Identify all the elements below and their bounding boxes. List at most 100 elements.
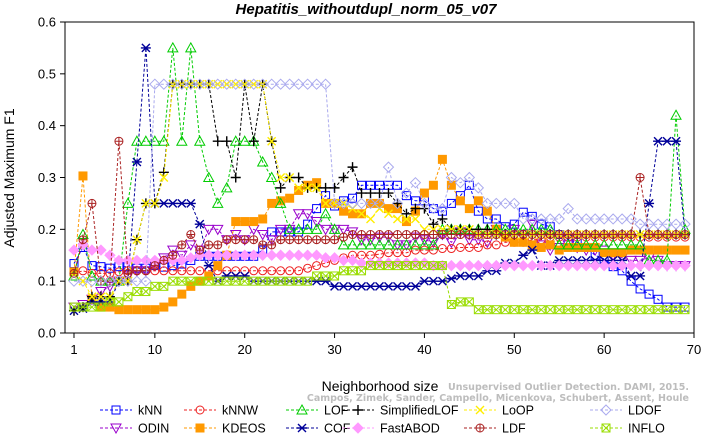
data-point — [409, 176, 422, 189]
data-point — [464, 271, 475, 281]
data-point — [140, 275, 152, 287]
series-ldf — [69, 136, 690, 286]
data-point — [355, 238, 368, 250]
data-point — [328, 197, 341, 210]
data-point — [303, 263, 313, 273]
data-point — [446, 299, 456, 309]
data-point — [258, 266, 268, 276]
data-point — [626, 276, 636, 286]
data-point — [283, 249, 296, 261]
data-point — [562, 238, 575, 250]
data-point — [357, 230, 367, 240]
x-tick-label: 40 — [417, 342, 431, 357]
data-point — [517, 213, 529, 225]
data-point — [401, 191, 411, 201]
data-point — [202, 171, 215, 182]
data-point — [382, 161, 395, 173]
data-point — [185, 252, 197, 264]
data-point — [283, 223, 296, 234]
data-point — [319, 252, 332, 264]
series-lof — [68, 41, 691, 286]
data-point — [464, 180, 474, 190]
data-point — [86, 244, 98, 256]
data-point — [158, 78, 170, 90]
data-point — [374, 281, 385, 291]
legend: kNN kNNW LOF SimplifiedLOF LoOP LDOF ODIN KDEOS… — [100, 404, 665, 434]
data-point — [364, 238, 377, 250]
data-point — [509, 230, 519, 240]
data-point — [563, 305, 573, 315]
legend-label: kNNW — [222, 404, 258, 418]
data-point — [267, 240, 277, 250]
data-point — [499, 197, 512, 210]
data-point — [301, 223, 314, 234]
series-ldof — [68, 78, 691, 287]
data-point — [122, 275, 134, 287]
data-point — [392, 198, 403, 209]
data-point — [401, 281, 412, 291]
data-point — [294, 276, 304, 286]
data-point — [285, 276, 295, 286]
data-point — [536, 305, 546, 315]
data-point — [625, 255, 637, 267]
data-point — [419, 245, 429, 255]
data-point — [346, 197, 359, 210]
data-point — [265, 78, 278, 90]
data-point — [679, 259, 691, 272]
data-point — [427, 238, 440, 250]
data-point — [131, 135, 143, 146]
data-point — [491, 230, 501, 240]
y-axis-label: Adjusted Maximum F1 — [1, 108, 17, 247]
data-point — [428, 261, 438, 271]
data-point — [195, 245, 205, 255]
data-point — [680, 245, 690, 255]
data-point — [383, 281, 394, 291]
data-point — [446, 244, 456, 254]
data-point — [276, 173, 286, 182]
data-point — [132, 266, 142, 276]
data-point — [616, 238, 628, 250]
data-point — [131, 157, 142, 167]
data-point — [392, 214, 402, 224]
data-point — [491, 240, 501, 250]
data-point — [203, 249, 215, 261]
data-point — [194, 78, 206, 90]
data-point — [247, 78, 260, 90]
legend-marker — [353, 405, 363, 415]
data-point — [265, 249, 278, 261]
data-point — [337, 197, 350, 210]
data-point — [464, 224, 474, 234]
data-point — [220, 181, 233, 193]
data-point — [159, 281, 169, 291]
data-point — [329, 281, 340, 291]
data-point — [635, 284, 645, 294]
data-point — [455, 196, 465, 206]
data-point — [526, 219, 539, 231]
data-point — [141, 198, 151, 208]
data-point — [653, 230, 663, 240]
data-point — [141, 266, 151, 276]
data-point — [321, 271, 331, 281]
data-point — [463, 171, 476, 184]
data-point — [123, 292, 133, 302]
data-point — [166, 41, 179, 53]
data-point — [222, 276, 232, 286]
data-point — [652, 259, 664, 272]
data-point — [319, 78, 332, 90]
data-point — [626, 230, 636, 240]
data-point — [535, 259, 547, 272]
data-point — [590, 305, 600, 315]
data-point — [518, 250, 529, 260]
legend-item: INFLO — [590, 422, 665, 434]
data-point — [348, 209, 358, 219]
data-point — [221, 249, 233, 261]
data-point — [527, 230, 537, 240]
data-point — [373, 238, 386, 250]
data-point — [68, 244, 80, 256]
data-point — [526, 259, 538, 272]
data-point — [96, 292, 106, 302]
data-point — [410, 214, 420, 224]
data-point — [508, 259, 520, 272]
data-point — [392, 281, 403, 291]
data-point — [455, 242, 465, 252]
